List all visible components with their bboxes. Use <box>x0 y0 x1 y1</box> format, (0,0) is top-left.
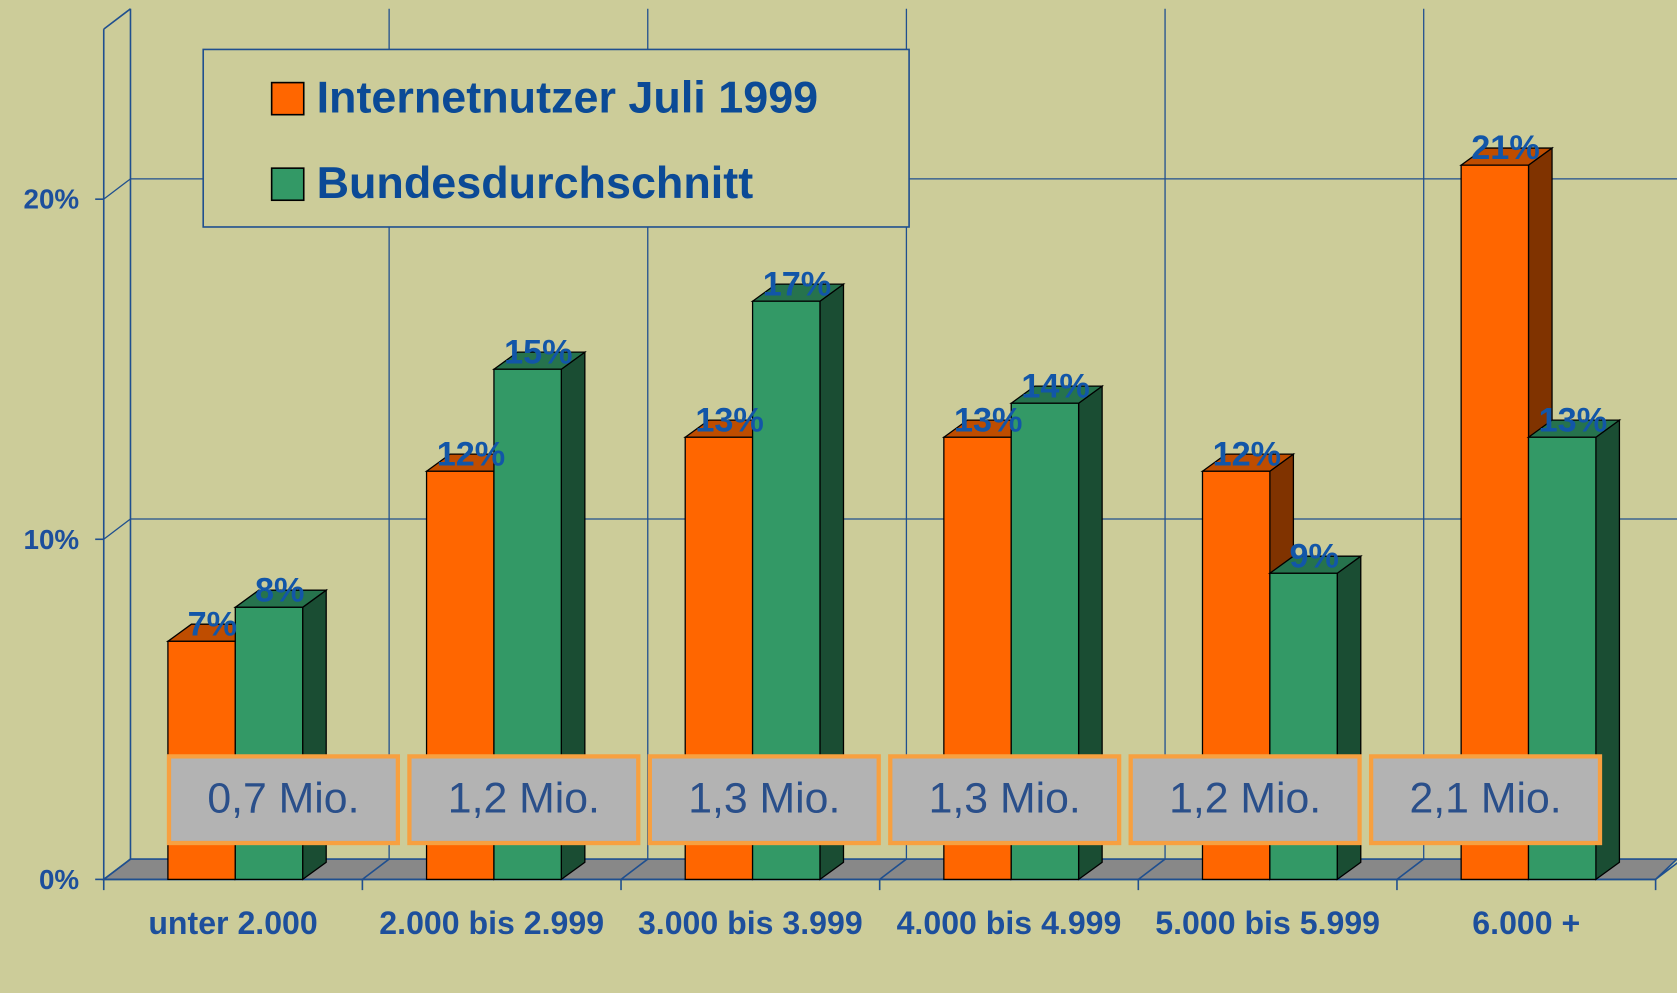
annotation-box <box>647 754 881 846</box>
grid-line <box>103 518 1677 540</box>
x-label-box: 4.000 bis 4.999 <box>896 906 1122 942</box>
data-label: 15% <box>504 333 572 371</box>
data-label: 13% <box>1539 401 1608 439</box>
x-label-box: 3.000 bis 3.999 <box>637 906 863 942</box>
annotation-box <box>407 754 641 846</box>
y-tick-label: 20% <box>24 184 80 215</box>
axis-top <box>103 8 131 30</box>
annotation: 2,1 Mio. <box>1409 775 1561 823</box>
data-label: 8% <box>255 571 304 609</box>
annotation-box <box>1368 754 1603 846</box>
annotation-box <box>166 754 400 846</box>
x-tick-label: 5.000 bis 5.999 <box>1155 906 1381 942</box>
x-tick <box>102 858 131 891</box>
x-tick-label: 3.000 bis 3.999 <box>637 906 863 942</box>
x-tick-label: 2.000 bis 2.999 <box>379 906 605 942</box>
data-label: 7% <box>188 605 237 643</box>
data-label: 12% <box>1213 435 1282 473</box>
legend-label: Bundesdurchschnitt <box>317 157 754 208</box>
grid-line <box>103 178 1677 200</box>
data-label: 14% <box>1021 367 1090 405</box>
x-tick-label: 6.000 + <box>1472 906 1581 942</box>
y-tick-label: 0% <box>39 864 79 895</box>
data-label: 13% <box>695 401 764 439</box>
data-label: 9% <box>1290 537 1339 575</box>
x-label-box: 6.000 + <box>1472 906 1581 942</box>
annotation: 1,2 Mio. <box>448 775 600 823</box>
x-tick <box>1396 858 1425 891</box>
x-tick-label: unter 2.000 <box>148 906 318 942</box>
x-tick <box>620 858 649 891</box>
legend <box>202 48 910 228</box>
legend-swatch <box>270 167 305 202</box>
floor <box>101 858 1677 881</box>
x-label-box: 2.000 bis 2.999 <box>379 906 605 942</box>
x-label-box: unter 2.000 <box>148 906 318 942</box>
annotation-box <box>888 754 1122 846</box>
x-tick <box>1137 858 1166 891</box>
x-label-box: 5.000 bis 5.999 <box>1155 906 1381 942</box>
y-tick-label: 10% <box>24 524 80 555</box>
data-label: 17% <box>763 265 832 303</box>
annotation: 0,7 Mio. <box>207 775 359 823</box>
data-label: 13% <box>954 401 1023 439</box>
legend-swatch <box>270 81 305 116</box>
legend-label: Internetnutzer Juli 1999 <box>317 72 819 123</box>
annotation: 1,2 Mio. <box>1169 775 1321 823</box>
annotation: 1,3 Mio. <box>688 775 840 823</box>
annotation: 1,3 Mio. <box>929 775 1081 823</box>
x-tick <box>361 858 390 891</box>
data-label: 12% <box>437 435 506 473</box>
annotation-box <box>1128 754 1362 846</box>
x-tick <box>1654 862 1677 891</box>
data-label: 21% <box>1471 129 1540 167</box>
x-tick-label: 4.000 bis 4.999 <box>896 906 1122 942</box>
x-tick <box>878 858 907 891</box>
